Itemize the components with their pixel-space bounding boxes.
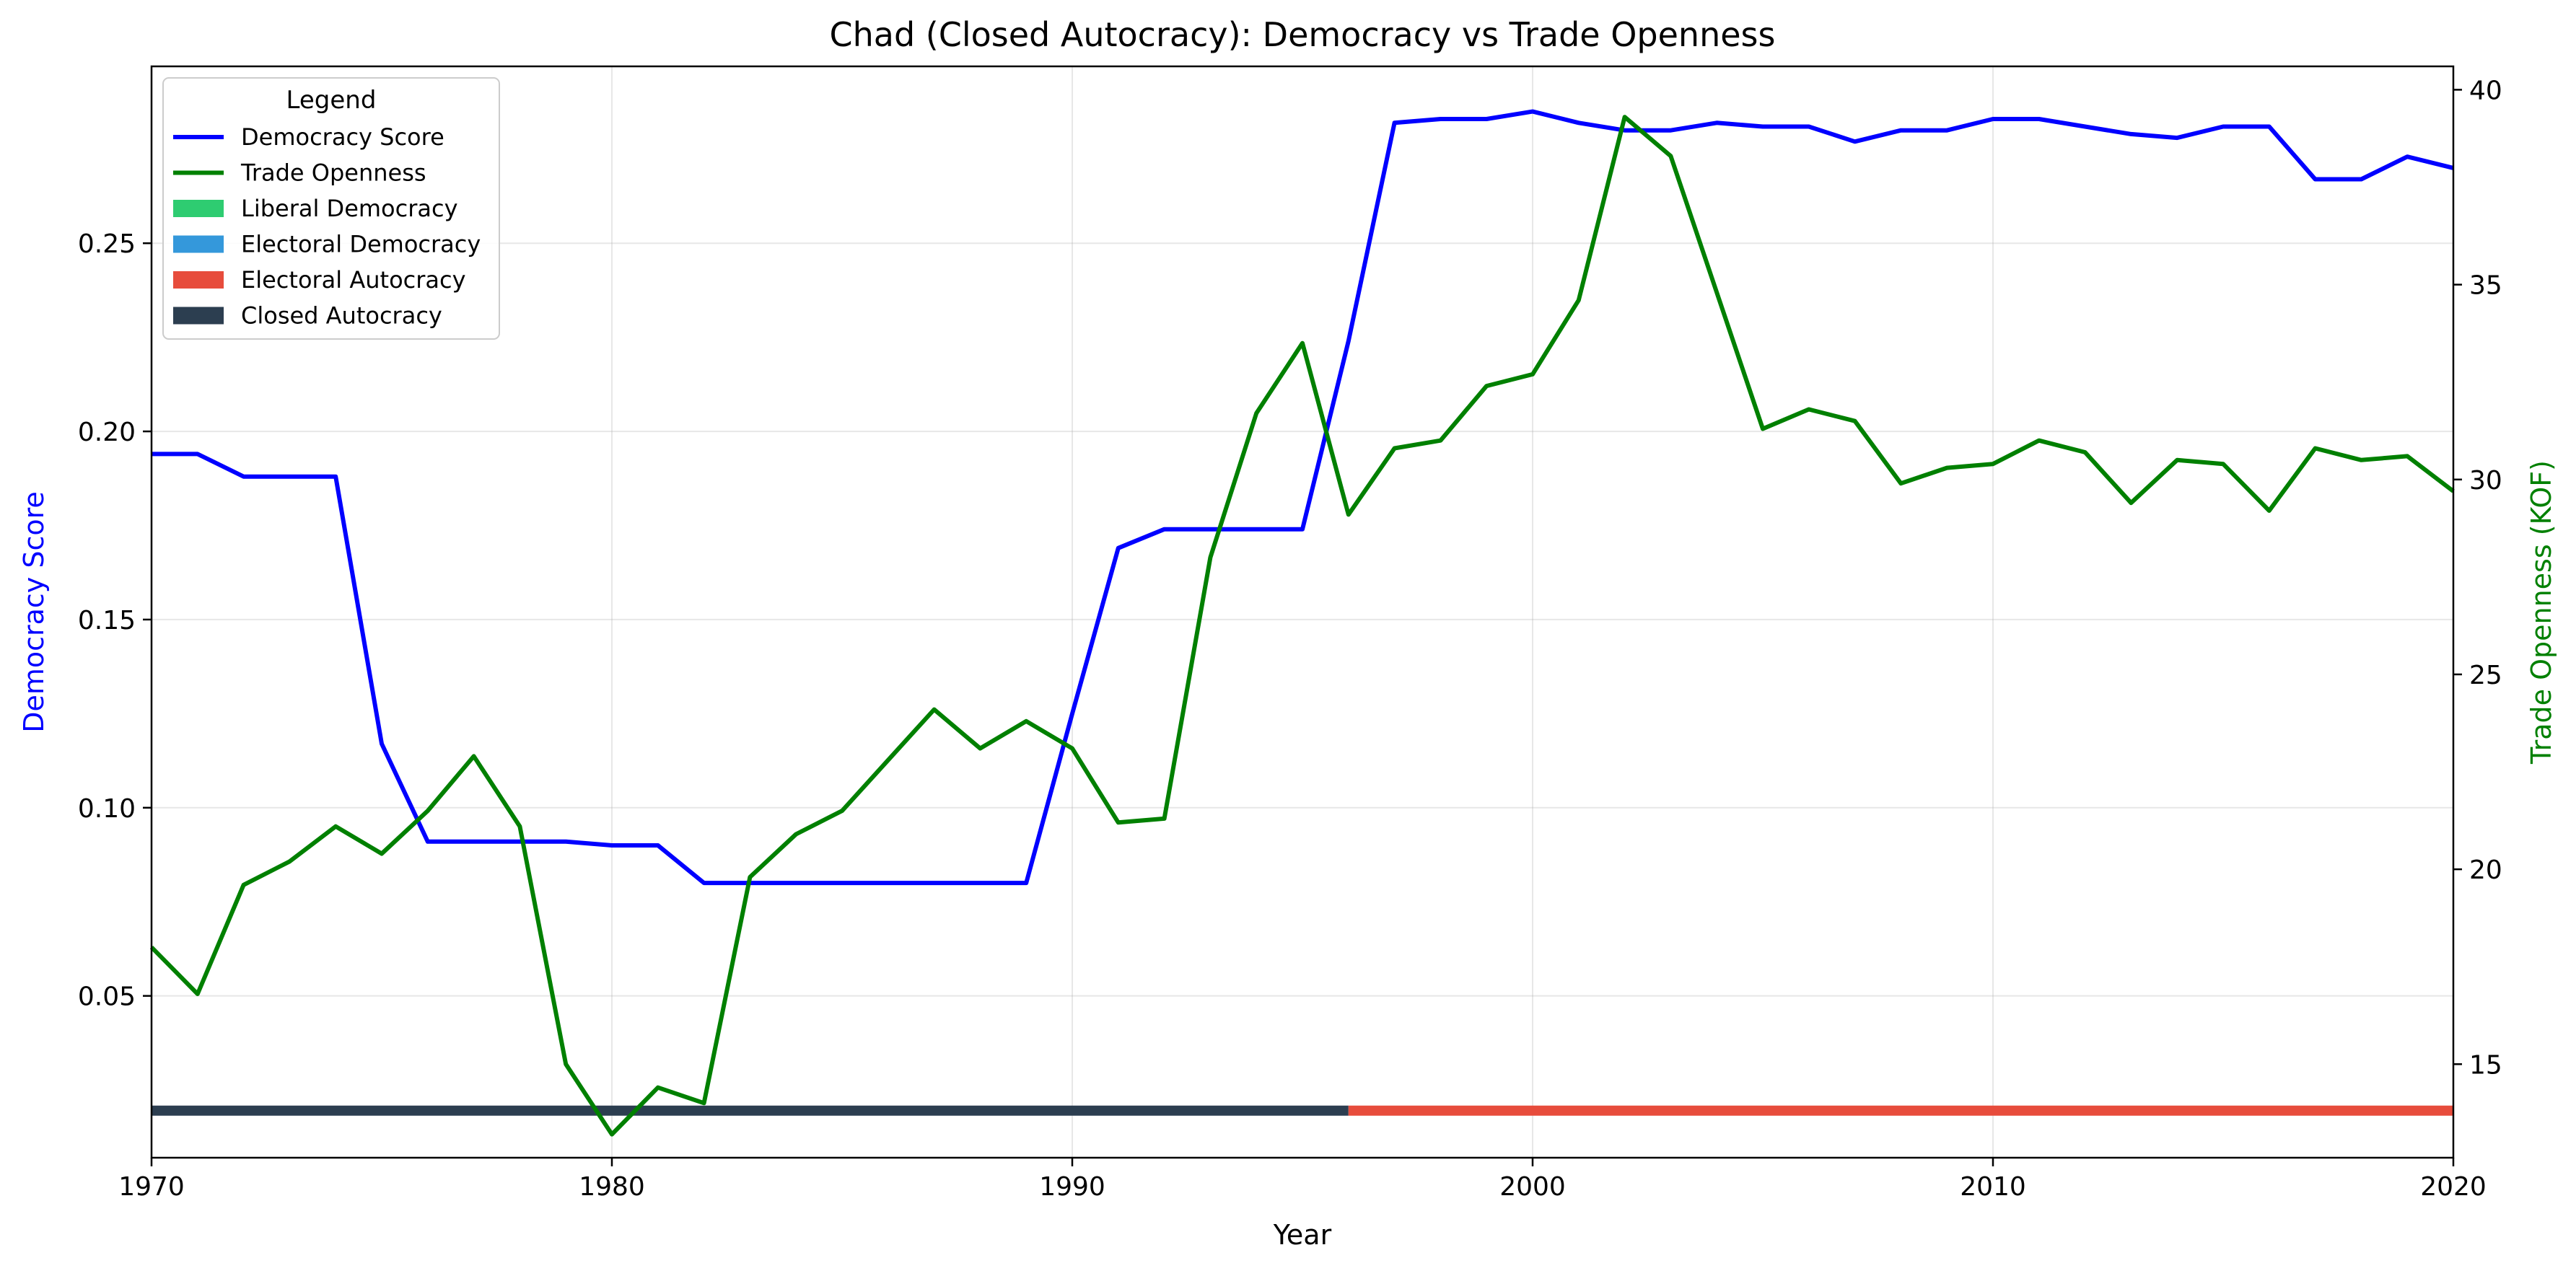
y-axis-left-label: Democracy Score	[18, 491, 50, 733]
y-left-tick-label: 0.10	[78, 794, 136, 824]
x-tick-label: 2020	[2420, 1172, 2487, 1202]
x-tick-label: 1980	[579, 1172, 645, 1202]
y-right-tick-label: 20	[2469, 855, 2502, 885]
y-right-tick-label: 35	[2469, 271, 2502, 301]
legend-patch-swatch	[173, 200, 224, 217]
chart-title: Chad (Closed Autocracy): Democracy vs Tr…	[830, 15, 1776, 54]
legend-entry-label: Electoral Democracy	[241, 231, 481, 258]
y-right-tick-label: 30	[2469, 466, 2502, 496]
y-right-tick-label: 40	[2469, 76, 2502, 105]
legend-patch-swatch	[173, 271, 224, 289]
legend-entry-label: Liberal Democracy	[241, 195, 458, 222]
y-right-tick-label: 25	[2469, 661, 2502, 690]
x-tick-label: 1970	[118, 1172, 185, 1202]
x-tick-label: 1990	[1039, 1172, 1105, 1202]
legend-title: Legend	[286, 86, 377, 115]
legend-patch-swatch	[173, 235, 224, 253]
legend-entry-label: Trade Openness	[240, 159, 426, 187]
plot-frame	[150, 65, 2455, 1159]
y-axis-right-label: Trade Openness (KOF)	[2525, 460, 2557, 765]
legend-entry-label: Democracy Score	[241, 123, 444, 151]
legend-patch-swatch	[173, 307, 224, 325]
series-line	[149, 115, 2455, 1137]
y-right-tick-label: 15	[2469, 1050, 2502, 1080]
y-left-tick-label: 0.25	[78, 229, 136, 259]
x-tick-label: 2010	[1960, 1172, 2026, 1202]
legend: Legend Democracy Score Trade Openness Liber…	[162, 77, 500, 340]
y-left-tick-label: 0.15	[78, 606, 136, 635]
y-left-tick-label: 0.05	[78, 982, 136, 1012]
x-tick-label: 2000	[1499, 1172, 1566, 1202]
legend-entry-label: Closed Autocracy	[241, 302, 442, 330]
series-line	[152, 109, 2454, 886]
y-left-tick-label: 0.20	[78, 418, 136, 447]
legend-box	[162, 77, 500, 340]
legend-entry-label: Electoral Autocracy	[241, 266, 466, 294]
x-axis-label: Year	[1273, 1219, 1332, 1251]
